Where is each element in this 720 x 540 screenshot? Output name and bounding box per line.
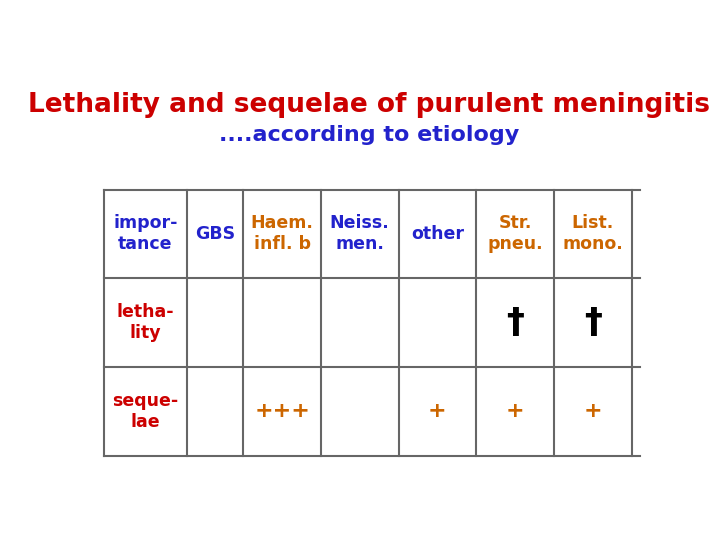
Text: seque-
lae: seque- lae [112, 392, 179, 431]
Text: ....according to etiology: ....according to etiology [219, 125, 519, 145]
Text: Str.
pneu.: Str. pneu. [487, 214, 543, 253]
Text: Lethality and sequelae of purulent meningitis: Lethality and sequelae of purulent menin… [28, 92, 710, 118]
Text: †: † [584, 306, 602, 340]
Text: +: + [583, 401, 602, 421]
Text: +: + [428, 401, 446, 421]
Text: List.
mono.: List. mono. [562, 214, 623, 253]
Text: letha-
lity: letha- lity [117, 303, 174, 342]
Text: +++: +++ [254, 401, 310, 421]
Text: †: † [506, 306, 524, 340]
Text: Haem.
infl. b: Haem. infl. b [251, 214, 313, 253]
Text: other: other [411, 225, 464, 243]
Text: GBS: GBS [195, 225, 235, 243]
Text: Neiss.
men.: Neiss. men. [330, 214, 390, 253]
Text: +: + [505, 401, 524, 421]
Text: impor-
tance: impor- tance [113, 214, 178, 253]
